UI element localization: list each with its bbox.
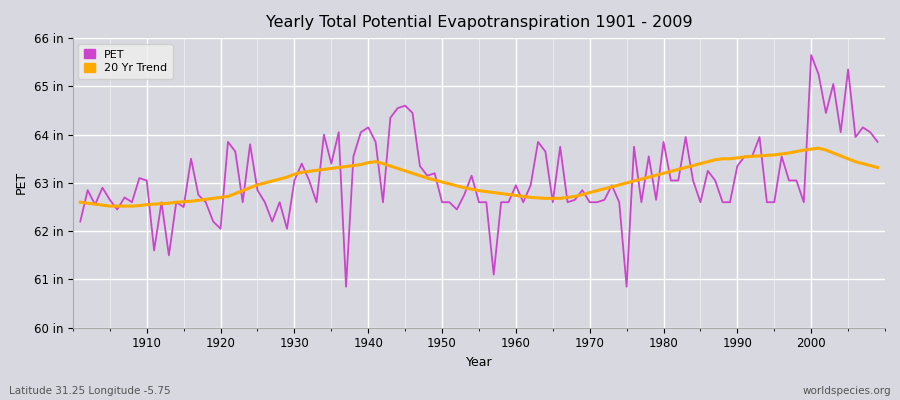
20 Yr Trend [518, 194, 528, 199]
Legend: PET, 20 Yr Trend: PET, 20 Yr Trend [78, 44, 173, 79]
PET [75, 219, 86, 224]
20 Yr Trend [303, 169, 314, 174]
PET [607, 183, 617, 188]
Y-axis label: PET: PET [15, 171, 28, 194]
PET [134, 176, 145, 180]
20 Yr Trend [872, 165, 883, 170]
20 Yr Trend [510, 193, 521, 198]
20 Yr Trend [348, 163, 359, 168]
Line: PET: PET [80, 55, 878, 287]
Line: 20 Yr Trend: 20 Yr Trend [80, 148, 878, 206]
X-axis label: Year: Year [465, 356, 492, 369]
20 Yr Trend [75, 200, 86, 205]
20 Yr Trend [814, 146, 824, 150]
PET [348, 154, 359, 159]
PET [806, 53, 816, 58]
PET [510, 183, 521, 188]
20 Yr Trend [141, 202, 152, 207]
Text: Latitude 31.25 Longitude -5.75: Latitude 31.25 Longitude -5.75 [9, 386, 171, 396]
PET [296, 161, 307, 166]
PET [518, 200, 528, 205]
20 Yr Trend [607, 184, 617, 189]
Text: worldspecies.org: worldspecies.org [803, 386, 891, 396]
20 Yr Trend [104, 204, 115, 208]
Title: Yearly Total Potential Evapotranspiration 1901 - 2009: Yearly Total Potential Evapotranspiratio… [266, 15, 692, 30]
PET [872, 140, 883, 144]
PET [341, 284, 352, 289]
